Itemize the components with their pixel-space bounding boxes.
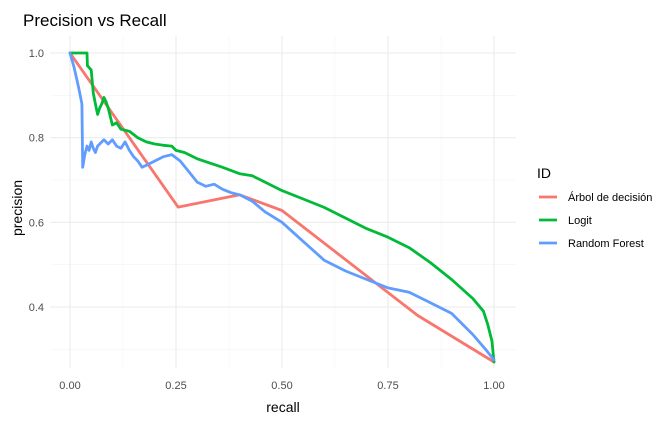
legend-label: Árbol de decisión: [568, 191, 652, 204]
x-tick-label: 0.75: [377, 380, 398, 392]
grid-minor-lines: [50, 36, 516, 368]
y-tick-label: 1.0: [29, 48, 44, 60]
series-line-1: [68, 51, 496, 364]
x-tick-label: 0.25: [165, 380, 186, 392]
y-tick-label: 0.8: [29, 133, 44, 145]
x-tick-label: 0.50: [271, 380, 292, 392]
y-axis-title: precision: [9, 180, 25, 236]
series-line-2: [68, 51, 496, 364]
y-axis-tick-labels: 0.4 0.6 0.8 1.0: [29, 48, 44, 314]
x-tick-label: 0.00: [59, 380, 80, 392]
legend-title: ID: [537, 165, 551, 181]
series-line-3: [68, 51, 496, 362]
x-tick-label: 1.00: [483, 380, 504, 392]
legend-label: Logit: [568, 215, 592, 227]
x-axis-title: recall: [266, 399, 299, 415]
x-axis-tick-labels: 0.00 0.25 0.50 0.75 1.00: [59, 380, 504, 392]
legend-items: Árbol de decisión Logit Random Forest: [539, 191, 652, 250]
y-tick-label: 0.4: [29, 302, 44, 314]
legend-label: Random Forest: [568, 238, 644, 250]
y-tick-label: 0.6: [29, 217, 44, 229]
grid-major-lines: [50, 36, 516, 368]
series-layer: [68, 51, 496, 364]
chart-title: Precision vs Recall: [23, 11, 167, 30]
legend: ID Árbol de decisión Logit Random Forest: [537, 165, 652, 250]
grid: [50, 36, 516, 368]
